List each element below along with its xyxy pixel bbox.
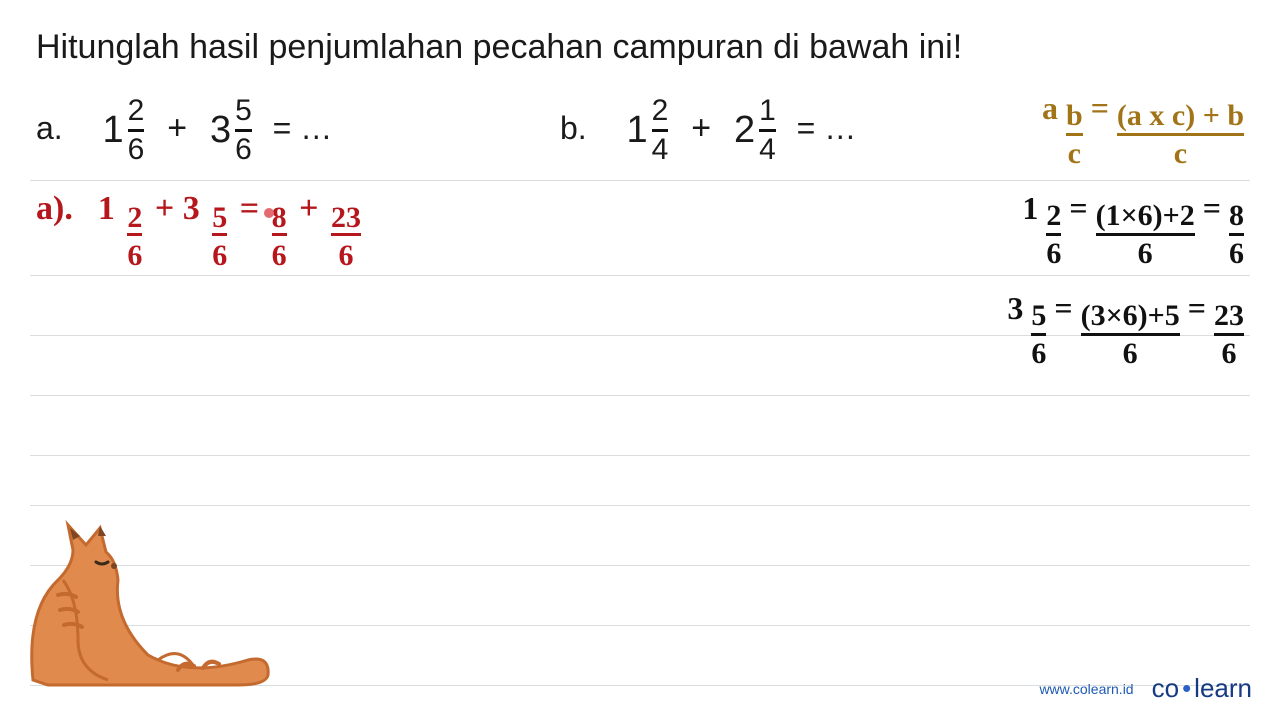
- prob-b-m2-den: 4: [759, 135, 776, 165]
- s1-res-num: 8: [1229, 202, 1244, 231]
- s1-den: 6: [1046, 240, 1061, 269]
- prob-a-tail: = …: [273, 110, 333, 146]
- prob-a-m2-num: 5: [235, 96, 252, 126]
- s1-res-den: 6: [1229, 240, 1244, 269]
- prob-a-m2-whole: 3: [210, 109, 231, 152]
- prob-a-m1-num: 2: [128, 96, 145, 126]
- s1-whole: 1: [1022, 190, 1038, 226]
- work-t1-whole: 1: [98, 190, 115, 227]
- plus-sign: +: [691, 109, 711, 147]
- formula-b: b: [1066, 102, 1083, 131]
- problem-b: b. 1 24 + 2 14 = …: [560, 96, 862, 165]
- formula-rhs-den: c: [1174, 140, 1187, 169]
- s1-eq2: =: [1203, 190, 1221, 226]
- s1-mid-num: (1×6)+2: [1096, 202, 1195, 231]
- work-t2-den: 6: [212, 242, 227, 269]
- work-r1-den: 6: [272, 242, 287, 269]
- work-t1-den: 6: [127, 242, 142, 269]
- prob-b-m1-num: 2: [652, 96, 669, 126]
- footer-url: www.colearn.id: [1039, 681, 1133, 697]
- work-eq: =: [240, 190, 259, 227]
- work-t2-whole: 3: [183, 190, 200, 227]
- plus-sign: +: [167, 109, 187, 147]
- prob-b-m1-whole: 1: [626, 109, 647, 152]
- s2-res-num: 23: [1214, 302, 1244, 331]
- cat-illustration-icon: [18, 510, 278, 690]
- s2-num: 5: [1031, 302, 1046, 331]
- page-title: Hitunglah hasil penjumlahan pecahan camp…: [36, 28, 962, 67]
- formula-rhs-num: (a x c) + b: [1117, 102, 1244, 131]
- problem-a: a. 1 2 6 + 3 5 6 = …: [36, 96, 338, 165]
- formula-eq: =: [1091, 90, 1109, 126]
- footer: www.colearn.id co•learn: [1039, 673, 1252, 704]
- formula-a: a: [1042, 90, 1058, 126]
- s2-mid-den: 6: [1123, 340, 1138, 369]
- brand-part-1: co: [1152, 673, 1179, 703]
- work-r1-num: 8: [272, 204, 287, 231]
- side-step-2: 3 5 6 = (3×6)+5 6 = 23 6: [1007, 290, 1244, 368]
- formula-c: c: [1068, 140, 1081, 169]
- s2-eq1: =: [1054, 290, 1072, 326]
- work-plus2: +: [299, 190, 318, 227]
- prob-a-m2-den: 6: [235, 135, 252, 165]
- s1-num: 2: [1046, 202, 1061, 231]
- work-r2-num: 23: [331, 204, 361, 231]
- prob-b-m2-whole: 2: [734, 109, 755, 152]
- problem-b-label: b.: [560, 110, 587, 146]
- prob-b-tail: = …: [797, 110, 857, 146]
- prob-b-m2-num: 1: [759, 96, 776, 126]
- s1-eq1: =: [1069, 190, 1087, 226]
- conversion-formula: a bc = (a x c) + bc: [1042, 90, 1244, 168]
- s2-den: 6: [1031, 340, 1046, 369]
- work-plus1: +: [155, 190, 174, 227]
- s2-whole: 3: [1007, 290, 1023, 326]
- prob-b-m1-den: 4: [652, 135, 669, 165]
- prob-a-m1-whole: 1: [102, 109, 123, 152]
- laser-pointer-icon: [264, 208, 274, 218]
- side-step-1: 1 2 6 = (1×6)+2 6 = 8 6: [1022, 190, 1244, 268]
- prob-a-m1-den: 6: [128, 135, 145, 165]
- s1-mid-den: 6: [1138, 240, 1153, 269]
- s2-res-den: 6: [1222, 340, 1237, 369]
- work-t1-num: 2: [127, 204, 142, 231]
- brand-logo: co•learn: [1152, 673, 1252, 704]
- brand-part-2: learn: [1194, 673, 1252, 703]
- working-line-a: a). 1 2 6 + 3 5 6 = 8 6 + 23 6: [36, 190, 365, 269]
- s2-eq2: =: [1188, 290, 1206, 326]
- problem-a-label: a.: [36, 110, 63, 146]
- work-label: a).: [36, 190, 73, 227]
- work-r2-den: 6: [338, 242, 353, 269]
- s2-mid-num: (3×6)+5: [1081, 302, 1180, 331]
- work-t2-num: 5: [212, 204, 227, 231]
